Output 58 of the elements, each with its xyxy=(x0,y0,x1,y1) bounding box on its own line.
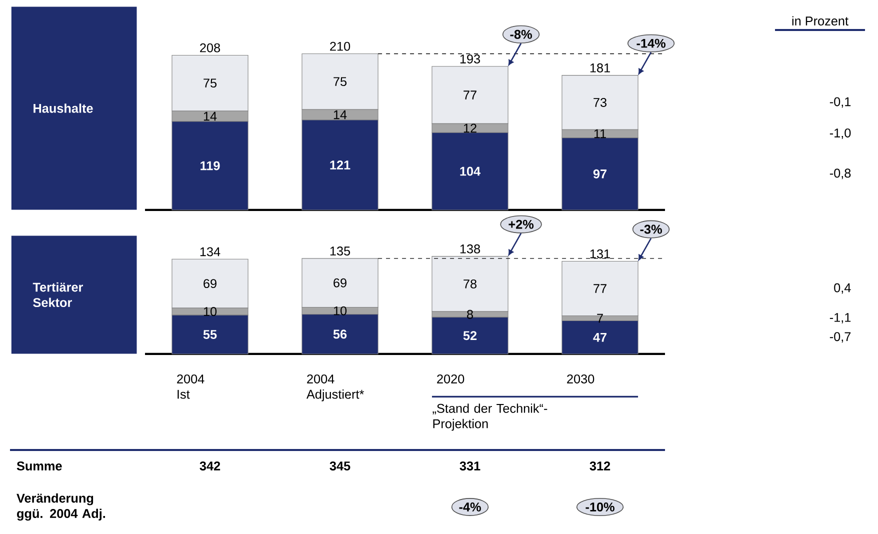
data-label: 77 xyxy=(594,284,606,293)
data-label: 11 xyxy=(594,129,606,138)
x-tick-label: 2004 Ist xyxy=(177,374,204,399)
text: 331 xyxy=(460,461,480,470)
data-label: 10 xyxy=(204,307,217,316)
data-label: 69 xyxy=(204,279,216,288)
data-label: 52 xyxy=(463,331,477,340)
text: Haushalte xyxy=(34,104,93,113)
data-label: 121 xyxy=(330,160,350,170)
text: Summe xyxy=(16,462,62,470)
text: in Prozent xyxy=(792,16,848,26)
text: 0,4 xyxy=(834,283,851,294)
data-label: 73 xyxy=(594,98,606,107)
data-label: 69 xyxy=(334,278,346,288)
text: -3% xyxy=(640,224,662,234)
total-label: 131 xyxy=(590,249,610,258)
total-label: 210 xyxy=(330,42,350,51)
data-label: 75 xyxy=(334,77,347,86)
total-label: 138 xyxy=(460,244,480,254)
data-label: 14 xyxy=(204,112,217,121)
text: -0,1 xyxy=(830,97,851,108)
x-tick-label: 2004 Adjustiert* xyxy=(306,374,364,402)
data-label: 77 xyxy=(464,90,476,100)
text: Tertiärer Sektor xyxy=(32,282,84,308)
text: Veränderung ggü. 2004 Adj. xyxy=(16,493,106,521)
data-label: 75 xyxy=(204,78,217,88)
total-label: 208 xyxy=(200,43,220,52)
text: -1,0 xyxy=(830,128,851,139)
text: -0,8 xyxy=(830,168,851,180)
data-label: 10 xyxy=(334,306,347,316)
total-label: 193 xyxy=(460,54,480,64)
x-tick-label: 2020 xyxy=(437,374,464,384)
total-label: 135 xyxy=(330,246,350,256)
text: „Stand der Technik“-Projektion xyxy=(432,404,548,431)
data-label: 56 xyxy=(333,330,347,339)
text: -4% xyxy=(459,502,481,512)
text: 345 xyxy=(330,461,350,470)
data-label: 97 xyxy=(593,169,606,178)
data-label: 78 xyxy=(464,279,477,288)
data-label: 104 xyxy=(460,166,481,176)
text: -10% xyxy=(586,502,614,512)
text: 342 xyxy=(200,461,220,470)
text: -14% xyxy=(636,38,666,48)
text: -8% xyxy=(510,30,532,39)
data-label: 12 xyxy=(464,124,476,133)
text: -1,1 xyxy=(830,313,851,324)
total-label: 134 xyxy=(200,247,220,256)
total-label: 181 xyxy=(590,63,610,72)
data-label: 8 xyxy=(467,310,473,319)
text: +2% xyxy=(508,220,534,229)
data-label: 119 xyxy=(200,161,220,170)
data-label: 47 xyxy=(593,332,606,342)
x-tick-label: 2030 xyxy=(567,374,594,384)
data-label: 14 xyxy=(334,110,347,120)
text: -0,7 xyxy=(830,332,851,343)
text: 312 xyxy=(590,461,610,470)
data-label: 55 xyxy=(203,330,217,339)
data-label: 7 xyxy=(597,314,603,323)
